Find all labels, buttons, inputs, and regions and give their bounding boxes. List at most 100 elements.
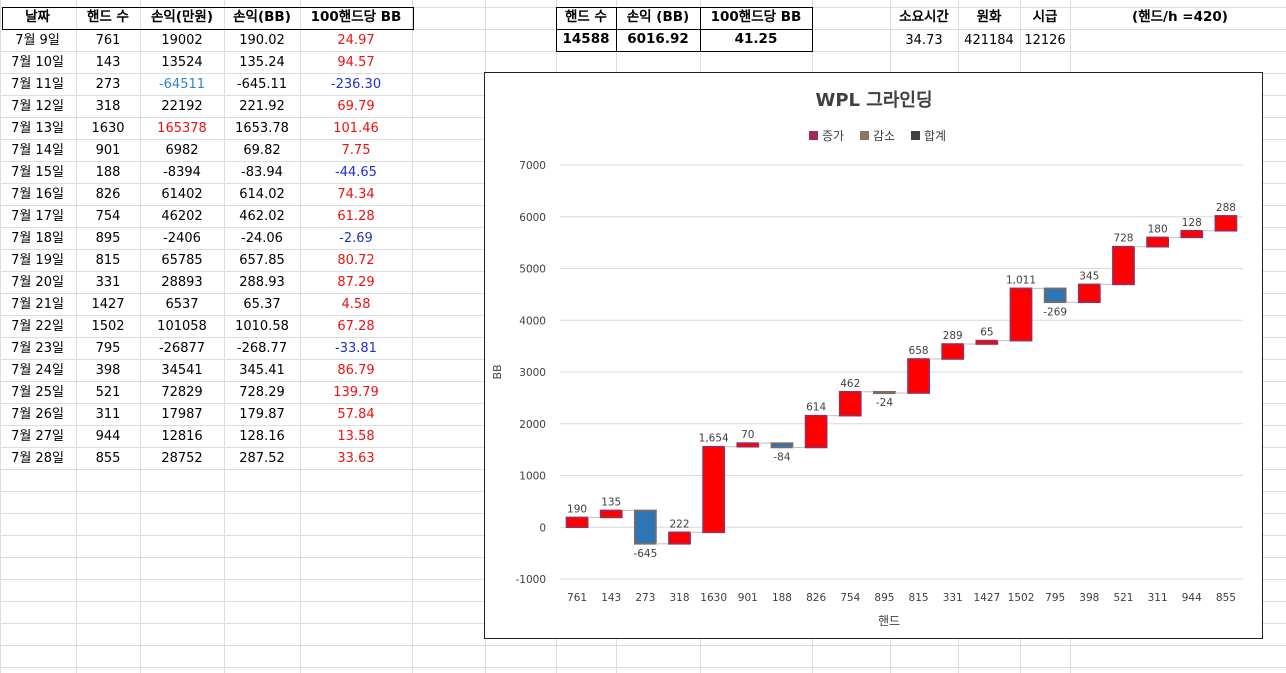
stats-header-hourly-wage[interactable]: 시급 xyxy=(1032,9,1058,26)
table-cell-bb-per-100[interactable]: 94.57 xyxy=(337,54,375,70)
table-cell-profit-bb[interactable]: 287.52 xyxy=(239,450,285,466)
waterfall-bar[interactable] xyxy=(668,531,691,545)
table-cell-hands[interactable]: 754 xyxy=(95,208,121,224)
table-cell-profit-bb[interactable]: 1653.78 xyxy=(235,120,289,136)
table-cell-hands[interactable]: 311 xyxy=(95,406,121,422)
table-cell-bb-per-100[interactable]: 74.34 xyxy=(337,186,375,202)
table-cell-date[interactable]: 7월 19일 xyxy=(11,252,64,268)
waterfall-bar[interactable] xyxy=(1146,236,1170,248)
table-cell-bb-per-100[interactable]: 139.79 xyxy=(333,384,379,400)
table-cell-date[interactable]: 7월 10일 xyxy=(11,54,64,70)
table-cell-profit-krw[interactable]: 65785 xyxy=(161,252,203,268)
table-cell-bb-per-100[interactable]: -44.65 xyxy=(335,164,377,180)
table-cell-profit-krw[interactable]: 6982 xyxy=(165,142,199,158)
table-cell-hands[interactable]: 521 xyxy=(95,384,121,400)
table-cell-hands[interactable]: 826 xyxy=(95,186,121,202)
table-cell-bb-per-100[interactable]: 61.28 xyxy=(337,208,375,224)
table-cell-bb-per-100[interactable]: 87.29 xyxy=(337,274,375,290)
table-cell-hands[interactable]: 143 xyxy=(95,54,121,70)
table-cell-profit-bb[interactable]: -645.11 xyxy=(236,76,288,92)
stats-value-hourly-wage[interactable]: 12126 xyxy=(1024,32,1066,48)
table-cell-date[interactable]: 7월 14일 xyxy=(11,142,64,158)
waterfall-bar[interactable] xyxy=(873,390,896,395)
waterfall-chart[interactable]: WPL 그라인딩 증가 감소 합계 -1000 0 1000 2000 3000 4000 50… xyxy=(484,72,1263,639)
table-cell-bb-per-100[interactable]: 33.63 xyxy=(337,450,375,466)
table-cell-date[interactable]: 7월 17일 xyxy=(11,208,64,224)
table-cell-date[interactable]: 7월 24일 xyxy=(11,362,64,378)
table-cell-date[interactable]: 7월 26일 xyxy=(11,406,64,422)
table-header-hands[interactable]: 핸드 수 xyxy=(87,9,129,26)
stats-header-krw[interactable]: 원화 xyxy=(976,9,1002,26)
table-cell-profit-bb[interactable]: 345.41 xyxy=(239,362,285,378)
table-cell-bb-per-100[interactable]: -33.81 xyxy=(335,340,377,356)
table-cell-profit-bb[interactable]: -83.94 xyxy=(241,164,283,180)
table-cell-hands[interactable]: 1630 xyxy=(91,120,125,136)
table-cell-bb-per-100[interactable]: 4.58 xyxy=(341,296,371,312)
table-cell-profit-krw[interactable]: 17987 xyxy=(161,406,203,422)
table-cell-profit-bb[interactable]: 69.82 xyxy=(243,142,281,158)
table-cell-hands[interactable]: 901 xyxy=(95,142,121,158)
table-cell-date[interactable]: 7월 25일 xyxy=(11,384,64,400)
table-cell-profit-krw[interactable]: 13524 xyxy=(161,54,203,70)
table-cell-profit-bb[interactable]: -24.06 xyxy=(241,230,283,246)
table-cell-bb-per-100[interactable]: 57.84 xyxy=(337,406,375,422)
stats-note[interactable]: (핸드/h =420) xyxy=(1132,9,1228,26)
table-cell-profit-krw[interactable]: -64511 xyxy=(158,76,206,92)
stats-header-elapsed-time[interactable]: 소요시간 xyxy=(899,9,949,26)
table-header-date[interactable]: 날짜 xyxy=(25,9,50,26)
table-cell-hands[interactable]: 855 xyxy=(95,450,121,466)
table-cell-hands[interactable]: 944 xyxy=(95,428,121,444)
waterfall-bar[interactable] xyxy=(838,390,862,417)
waterfall-bar[interactable] xyxy=(702,445,726,534)
summary-value-bb-per-100[interactable]: 41.25 xyxy=(734,31,778,48)
table-cell-date[interactable]: 7월 23일 xyxy=(11,340,64,356)
table-cell-bb-per-100[interactable]: 7.75 xyxy=(341,142,371,158)
table-header-bb-per-100[interactable]: 100핸드당 BB xyxy=(310,9,402,26)
table-cell-bb-per-100[interactable]: 101.46 xyxy=(333,120,379,136)
table-cell-profit-krw[interactable]: -26877 xyxy=(158,340,206,356)
waterfall-bar[interactable] xyxy=(1009,287,1033,342)
table-cell-bb-per-100[interactable]: 69.79 xyxy=(337,98,375,114)
waterfall-bar[interactable] xyxy=(975,339,999,345)
table-cell-hands[interactable]: 1502 xyxy=(91,318,125,334)
table-cell-date[interactable]: 7월 15일 xyxy=(11,164,64,180)
table-cell-bb-per-100[interactable]: 86.79 xyxy=(337,362,375,378)
table-cell-profit-bb[interactable]: 657.85 xyxy=(239,252,285,268)
table-cell-profit-krw[interactable]: 46202 xyxy=(161,208,203,224)
table-cell-profit-bb[interactable]: 190.02 xyxy=(239,32,285,48)
waterfall-bar[interactable] xyxy=(565,516,589,529)
table-cell-profit-bb[interactable]: 128.16 xyxy=(239,428,285,444)
table-cell-profit-bb[interactable]: 1010.58 xyxy=(235,318,289,334)
table-cell-date[interactable]: 7월 21일 xyxy=(11,296,64,312)
table-cell-date[interactable]: 7월 16일 xyxy=(11,186,64,202)
table-cell-hands[interactable]: 188 xyxy=(95,164,121,180)
table-cell-hands[interactable]: 398 xyxy=(95,362,121,378)
table-cell-hands[interactable]: 273 xyxy=(95,76,121,92)
table-cell-profit-bb[interactable]: -268.77 xyxy=(236,340,288,356)
table-cell-date[interactable]: 7월 28일 xyxy=(11,450,64,466)
table-cell-bb-per-100[interactable]: 13.58 xyxy=(337,428,375,444)
table-cell-profit-bb[interactable]: 728.29 xyxy=(239,384,285,400)
table-cell-profit-bb[interactable]: 135.24 xyxy=(239,54,285,70)
table-cell-hands[interactable]: 761 xyxy=(95,32,121,48)
table-cell-date[interactable]: 7월 18일 xyxy=(11,230,64,246)
table-cell-profit-krw[interactable]: 28752 xyxy=(161,450,203,466)
table-cell-profit-krw[interactable]: 165378 xyxy=(157,120,207,136)
table-cell-profit-krw[interactable]: 22192 xyxy=(161,98,203,114)
table-cell-profit-bb[interactable]: 65.37 xyxy=(243,296,281,312)
table-header-profit-krw[interactable]: 손익(만원) xyxy=(150,9,214,26)
table-cell-bb-per-100[interactable]: 80.72 xyxy=(337,252,375,268)
table-cell-bb-per-100[interactable]: -2.69 xyxy=(339,230,373,246)
table-cell-profit-krw[interactable]: -2406 xyxy=(163,230,201,246)
summary-value-profit-bb[interactable]: 6016.92 xyxy=(627,31,689,48)
table-cell-date[interactable]: 7월 12일 xyxy=(11,98,64,114)
summary-value-hands[interactable]: 14588 xyxy=(562,31,610,48)
table-cell-bb-per-100[interactable]: -236.30 xyxy=(330,76,382,92)
waterfall-bar[interactable] xyxy=(736,442,760,448)
waterfall-bar[interactable] xyxy=(770,442,794,449)
waterfall-bar[interactable] xyxy=(941,343,965,360)
table-cell-profit-bb[interactable]: 221.92 xyxy=(239,98,285,114)
waterfall-bar[interactable] xyxy=(1077,283,1101,304)
table-cell-profit-bb[interactable]: 462.02 xyxy=(239,208,285,224)
table-cell-profit-krw[interactable]: 28893 xyxy=(161,274,203,290)
